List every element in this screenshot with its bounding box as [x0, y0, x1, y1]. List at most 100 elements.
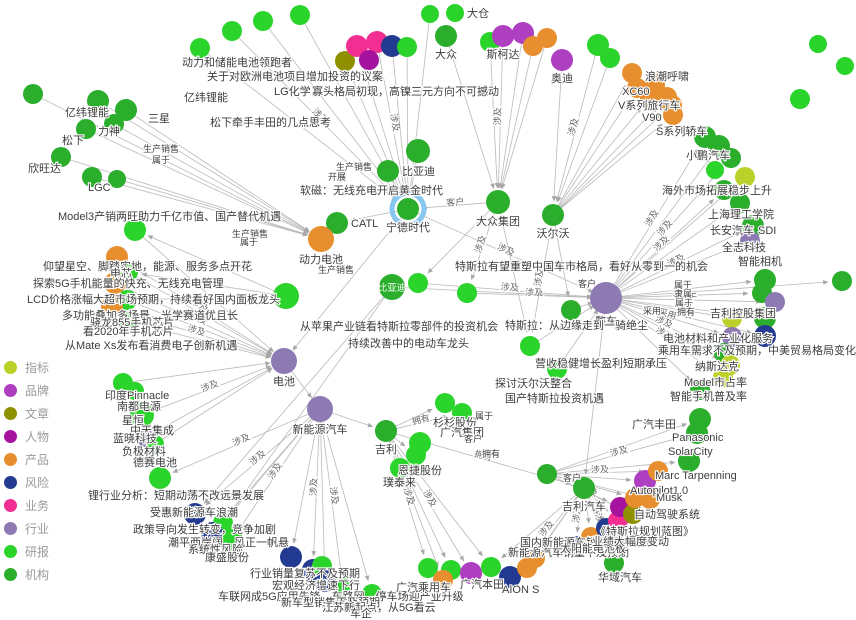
- legend-item-业务[interactable]: 业务: [4, 494, 49, 517]
- graph-node[interactable]: [581, 527, 601, 547]
- graph-node[interactable]: [492, 25, 514, 47]
- graph-node[interactable]: [335, 51, 355, 71]
- graph-node[interactable]: [640, 489, 660, 509]
- graph-node[interactable]: [362, 584, 382, 604]
- graph-node[interactable]: [590, 282, 622, 314]
- graph-node[interactable]: [408, 273, 428, 293]
- graph-node[interactable]: [418, 558, 438, 578]
- graph-node[interactable]: [333, 578, 353, 598]
- graph-node[interactable]: [149, 467, 171, 489]
- graph-node[interactable]: [390, 458, 410, 478]
- legend-item-品牌[interactable]: 品牌: [4, 379, 49, 402]
- graph-node[interactable]: [271, 348, 297, 374]
- graph-node[interactable]: [446, 4, 464, 22]
- legend-item-机构[interactable]: 机构: [4, 563, 49, 586]
- graph-node[interactable]: [433, 570, 453, 590]
- graph-node[interactable]: [561, 300, 581, 320]
- graph-node[interactable]: [640, 87, 660, 107]
- graph-node[interactable]: [551, 49, 573, 71]
- graph-node[interactable]: [222, 21, 242, 41]
- graph-node[interactable]: [573, 477, 595, 499]
- graph-node[interactable]: [836, 57, 854, 75]
- graph-node[interactable]: [525, 548, 545, 568]
- graph-node[interactable]: [520, 336, 540, 356]
- graph-node[interactable]: [106, 246, 128, 268]
- legend-item-文章[interactable]: 文章: [4, 402, 49, 425]
- graph-node[interactable]: [735, 167, 755, 187]
- graph-node[interactable]: [51, 147, 71, 167]
- graph-node[interactable]: [790, 89, 810, 109]
- graph-node[interactable]: [832, 271, 852, 291]
- graph-node[interactable]: [87, 90, 109, 112]
- graph-node[interactable]: [421, 5, 439, 23]
- graph-node[interactable]: [730, 193, 750, 213]
- graph-node[interactable]: [481, 557, 501, 577]
- graph-node[interactable]: [542, 204, 564, 226]
- graph-node[interactable]: [120, 312, 140, 332]
- graph-node[interactable]: [397, 198, 419, 220]
- graph-node[interactable]: [201, 522, 223, 544]
- graph-node[interactable]: [722, 308, 742, 328]
- graph-node[interactable]: [115, 99, 137, 121]
- legend-item-研报[interactable]: 研报: [4, 540, 49, 563]
- graph-node[interactable]: [460, 562, 482, 584]
- graph-node[interactable]: [406, 139, 430, 163]
- graph-node[interactable]: [307, 396, 333, 422]
- graph-node[interactable]: [486, 190, 510, 214]
- graph-node[interactable]: [108, 170, 126, 188]
- graph-node[interactable]: [126, 382, 144, 400]
- graph-node[interactable]: [190, 38, 210, 58]
- graph-node[interactable]: [714, 180, 734, 200]
- graph-node[interactable]: [101, 296, 123, 318]
- graph-node[interactable]: [565, 536, 585, 556]
- graph-node[interactable]: [130, 403, 154, 427]
- legend-item-风险[interactable]: 风险: [4, 471, 49, 494]
- legend-item-产品[interactable]: 产品: [4, 448, 49, 471]
- graph-node[interactable]: [359, 50, 379, 70]
- graph-node[interactable]: [379, 274, 405, 300]
- graph-node[interactable]: [104, 114, 124, 134]
- graph-node[interactable]: [406, 445, 426, 465]
- graph-node[interactable]: [625, 488, 645, 508]
- graph-node[interactable]: [600, 48, 620, 68]
- graph-node[interactable]: [706, 161, 724, 179]
- graph-node[interactable]: [713, 367, 733, 387]
- graph-node[interactable]: [381, 35, 403, 57]
- legend-item-指标[interactable]: 指标: [4, 356, 49, 379]
- graph-node[interactable]: [604, 553, 624, 573]
- graph-node[interactable]: [765, 292, 785, 312]
- graph-node[interactable]: [82, 167, 102, 187]
- graph-node[interactable]: [184, 503, 206, 525]
- graph-node[interactable]: [689, 408, 711, 430]
- graph-node[interactable]: [537, 464, 557, 484]
- graph-node[interactable]: [397, 37, 417, 57]
- graph-node[interactable]: [499, 566, 521, 588]
- graph-node[interactable]: [623, 504, 643, 524]
- graph-node[interactable]: [124, 219, 146, 241]
- graph-node[interactable]: [346, 35, 368, 57]
- graph-node[interactable]: [754, 325, 776, 347]
- graph-node[interactable]: [253, 11, 273, 31]
- graph-node[interactable]: [280, 546, 302, 568]
- graph-node[interactable]: [435, 25, 457, 47]
- graph-node[interactable]: [435, 393, 455, 413]
- graph-node[interactable]: [690, 380, 710, 400]
- legend-item-行业[interactable]: 行业: [4, 517, 49, 540]
- graph-node[interactable]: [754, 307, 776, 329]
- graph-node[interactable]: [146, 435, 164, 453]
- graph-node[interactable]: [375, 420, 397, 442]
- graph-node[interactable]: [104, 272, 126, 294]
- graph-node[interactable]: [809, 35, 827, 53]
- graph-node[interactable]: [740, 231, 760, 251]
- graph-node[interactable]: [722, 327, 742, 347]
- graph-node[interactable]: [452, 403, 472, 423]
- graph-node[interactable]: [308, 226, 334, 252]
- graph-node[interactable]: [23, 84, 43, 104]
- graph-node[interactable]: [678, 450, 700, 472]
- graph-node[interactable]: [290, 5, 310, 25]
- graph-node[interactable]: [314, 570, 336, 592]
- graph-node[interactable]: [648, 461, 668, 481]
- graph-node[interactable]: [537, 28, 557, 48]
- graph-node[interactable]: [273, 283, 299, 309]
